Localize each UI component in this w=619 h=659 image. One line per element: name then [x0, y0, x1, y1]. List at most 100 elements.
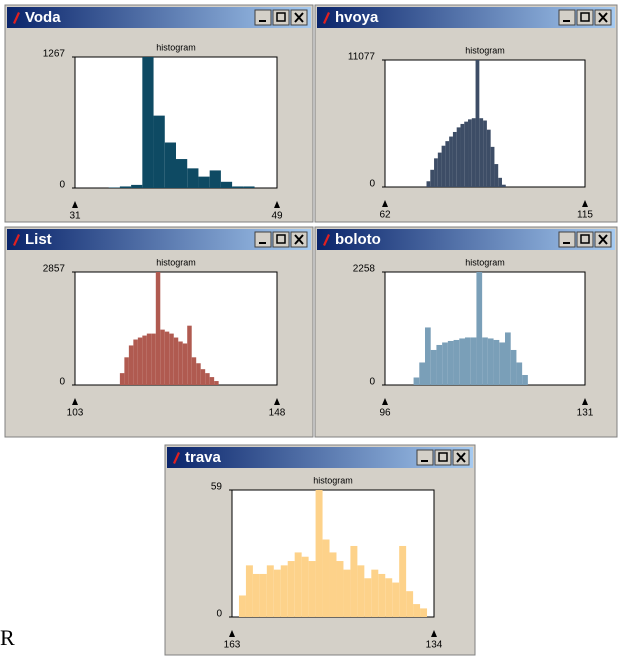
y-tick-label: 11077	[348, 52, 376, 63]
histogram-bar	[471, 118, 476, 187]
histogram-bar	[133, 339, 138, 385]
histogram-bar	[460, 123, 465, 187]
histogram-bar	[131, 184, 143, 188]
histogram-bar	[392, 582, 400, 617]
x-tick-label: 62	[379, 210, 391, 221]
x-tick-marker	[431, 630, 437, 637]
button-glyph	[598, 12, 608, 23]
histogram-bar	[465, 337, 471, 385]
histogram-bar	[498, 177, 502, 187]
histogram-bar	[470, 337, 477, 385]
histogram-bar	[413, 604, 421, 617]
window-icon	[323, 234, 330, 246]
histogram-bar	[385, 578, 393, 617]
histogram-bar	[449, 136, 453, 187]
x-tick-marker	[72, 398, 78, 405]
x-tick-marker	[582, 398, 588, 405]
plot-title: histogram	[156, 257, 196, 267]
y-tick-label: 1267	[43, 49, 66, 60]
title-bar	[167, 447, 473, 468]
histogram-bar	[198, 176, 210, 188]
y-tick-label: 0	[59, 377, 65, 388]
minimize-button[interactable]	[558, 9, 576, 26]
minimize-button[interactable]	[416, 449, 434, 466]
histogram-bar	[445, 141, 450, 187]
histogram-bar	[464, 121, 469, 187]
x-tick-label: 31	[69, 211, 81, 222]
histogram-bar	[205, 373, 210, 385]
histogram-bar	[476, 272, 483, 385]
histogram-bar	[294, 552, 302, 617]
window-title: List	[25, 231, 52, 248]
minimize-button[interactable]	[558, 231, 576, 248]
button-glyph	[294, 12, 304, 23]
window-icon	[323, 12, 330, 24]
x-tick-label: 163	[224, 640, 241, 651]
histogram-bar	[447, 340, 454, 385]
y-tick-label: 2857	[43, 264, 66, 275]
histogram-bar	[176, 159, 188, 188]
title-bar	[7, 7, 311, 28]
histogram-bar	[220, 181, 233, 188]
histogram-bar	[522, 374, 528, 385]
histogram-bar	[425, 327, 431, 385]
histogram-bar	[483, 120, 487, 187]
histogram-bar	[456, 127, 461, 187]
x-tick-marker	[72, 201, 78, 208]
x-tick-label: 49	[271, 211, 283, 222]
histogram-bar	[452, 131, 457, 187]
histogram-bar	[487, 338, 494, 385]
histogram-bar	[169, 333, 174, 385]
histogram-bar	[505, 332, 511, 385]
histogram-bar	[160, 329, 165, 385]
plot-title: histogram	[313, 475, 353, 485]
x-tick-marker	[274, 201, 280, 208]
histogram-bar	[108, 187, 120, 188]
x-tick-marker	[582, 200, 588, 207]
window-title: trava	[185, 449, 222, 466]
histogram-bar	[173, 337, 179, 385]
title-bar	[7, 229, 311, 250]
window: List histogram 0 2857 103 148	[4, 226, 314, 438]
histogram-bar	[245, 565, 253, 617]
histogram-bar	[486, 129, 491, 187]
title-bar	[317, 229, 615, 250]
x-tick-marker	[229, 630, 235, 637]
histogram-bar	[364, 578, 372, 617]
histogram-bar	[287, 561, 295, 617]
histogram-bar	[142, 57, 154, 188]
histogram-bar	[357, 565, 365, 617]
window: trava histogram 0 59 163 134	[164, 444, 476, 656]
histogram-bar	[378, 573, 386, 617]
histogram-bar	[214, 381, 219, 385]
window-title: hvoya	[335, 9, 379, 26]
window-icon	[173, 452, 180, 464]
y-tick-label: 0	[369, 377, 375, 388]
histogram-bar	[164, 331, 170, 385]
y-tick-label: 0	[216, 609, 222, 620]
minimize-button[interactable]	[254, 9, 272, 26]
histogram-bar	[191, 357, 197, 385]
histogram-bar	[371, 569, 379, 617]
histogram-bar	[155, 272, 161, 385]
x-tick-label: 96	[379, 408, 391, 419]
y-tick-label: 59	[211, 482, 223, 493]
histogram-bar	[238, 595, 246, 617]
histogram-bar	[479, 118, 484, 187]
x-tick-label: 131	[577, 408, 594, 419]
histogram-bar	[196, 363, 201, 385]
histogram-bar	[209, 170, 221, 188]
histogram-bar	[501, 184, 506, 187]
x-tick-marker	[382, 200, 388, 207]
histogram-bar	[490, 146, 495, 187]
histogram-bar	[164, 142, 176, 188]
histogram-bar	[420, 608, 428, 617]
histogram-bar	[252, 573, 260, 617]
histogram-bar	[182, 343, 188, 385]
y-tick-label: 2258	[353, 264, 376, 275]
histogram-bar	[510, 349, 517, 385]
button-glyph	[276, 12, 286, 22]
minimize-button[interactable]	[254, 231, 272, 248]
histogram-bar	[475, 60, 480, 187]
